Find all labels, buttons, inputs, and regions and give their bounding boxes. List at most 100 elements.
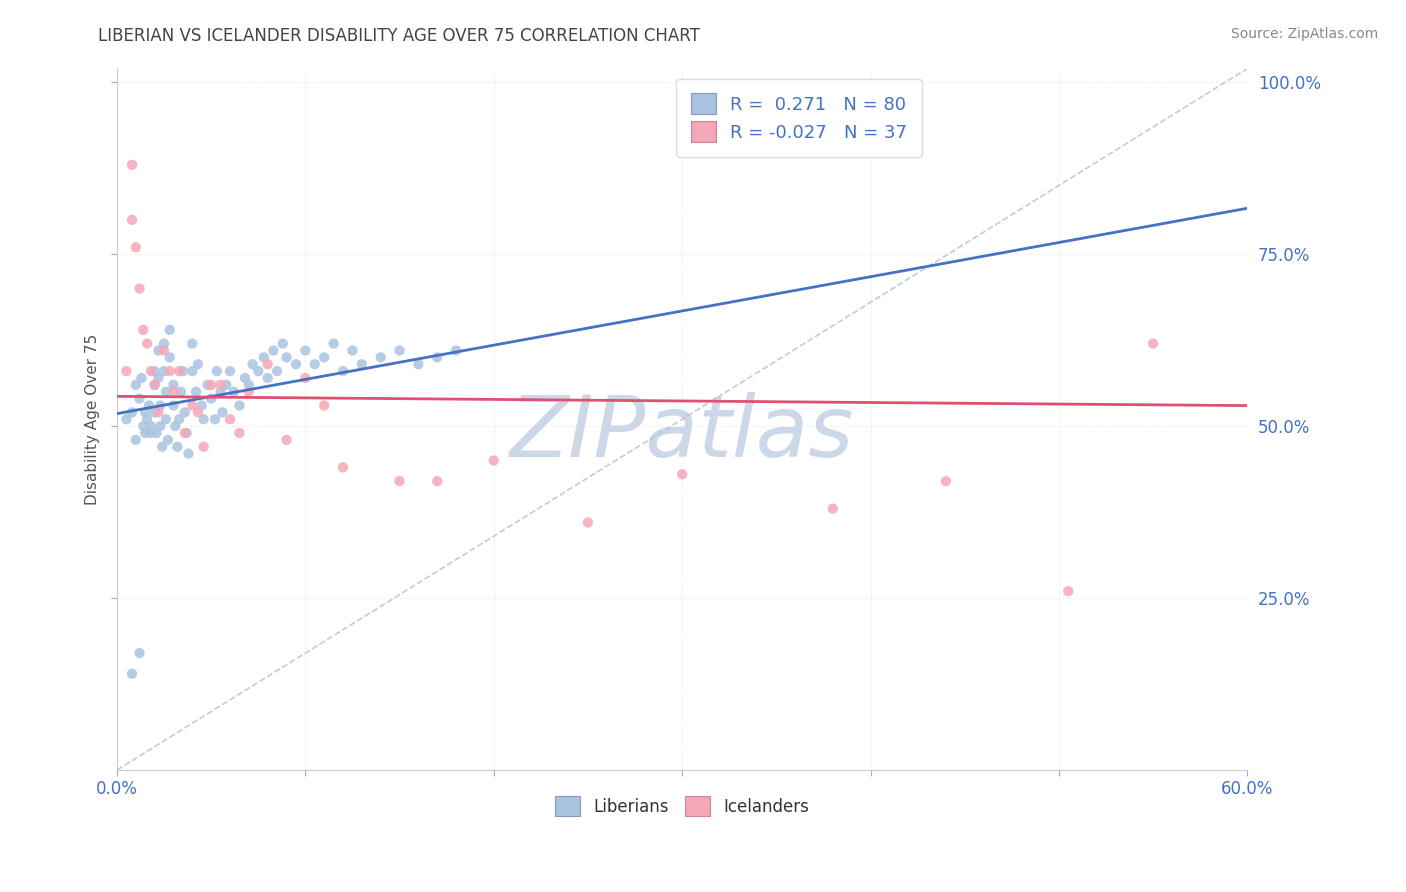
Point	[228, 399, 250, 413]
Point	[200, 392, 222, 406]
Point	[197, 377, 219, 392]
Point	[143, 405, 166, 419]
Point	[332, 364, 354, 378]
Point	[162, 399, 184, 413]
Point	[304, 357, 326, 371]
Point	[184, 384, 207, 399]
Point	[162, 384, 184, 399]
Point	[143, 364, 166, 378]
Point	[193, 440, 215, 454]
Point	[426, 474, 449, 488]
Point	[125, 240, 148, 254]
Point	[222, 384, 245, 399]
Point	[128, 392, 150, 406]
Point	[159, 364, 181, 378]
Point	[139, 425, 162, 440]
Legend: Liberians, Icelanders: Liberians, Icelanders	[547, 788, 818, 825]
Point	[166, 440, 188, 454]
Point	[271, 336, 294, 351]
Point	[145, 425, 167, 440]
Point	[262, 343, 284, 358]
Point	[134, 405, 156, 419]
Point	[242, 357, 264, 371]
Text: LIBERIAN VS ICELANDER DISABILITY AGE OVER 75 CORRELATION CHART: LIBERIAN VS ICELANDER DISABILITY AGE OVE…	[98, 27, 700, 45]
Point	[173, 425, 195, 440]
Point	[156, 433, 179, 447]
Point	[121, 666, 143, 681]
Point	[247, 364, 270, 378]
Point	[238, 377, 260, 392]
Point	[276, 433, 298, 447]
Point	[153, 364, 176, 378]
Point	[322, 336, 344, 351]
Point	[228, 425, 250, 440]
Point	[200, 377, 222, 392]
Point	[125, 377, 148, 392]
Point	[276, 351, 298, 365]
Point	[159, 323, 181, 337]
Point	[219, 364, 242, 378]
Point	[139, 364, 162, 378]
Point	[172, 364, 194, 378]
Point	[159, 351, 181, 365]
Point	[193, 412, 215, 426]
Point	[153, 343, 176, 358]
Point	[125, 433, 148, 447]
Point	[128, 646, 150, 660]
Point	[238, 384, 260, 399]
Point	[671, 467, 693, 482]
Point	[350, 357, 373, 371]
Point	[121, 212, 143, 227]
Point	[209, 377, 232, 392]
Point	[284, 357, 307, 371]
Point	[153, 336, 176, 351]
Point	[821, 501, 844, 516]
Point	[181, 399, 204, 413]
Point	[935, 474, 957, 488]
Point	[177, 447, 200, 461]
Point	[115, 412, 138, 426]
Point	[181, 336, 204, 351]
Point	[132, 323, 155, 337]
Point	[115, 364, 138, 378]
Point	[388, 474, 411, 488]
Point	[294, 343, 316, 358]
Point	[132, 419, 155, 434]
Point	[155, 412, 177, 426]
Point	[1057, 584, 1080, 599]
Point	[233, 371, 256, 385]
Point	[215, 377, 238, 392]
Point	[482, 453, 505, 467]
Point	[162, 377, 184, 392]
Point	[388, 343, 411, 358]
Point	[138, 399, 160, 413]
Point	[167, 364, 190, 378]
Point	[332, 460, 354, 475]
Point	[444, 343, 467, 358]
Point	[143, 377, 166, 392]
Point	[426, 351, 449, 365]
Point	[205, 364, 228, 378]
Point	[143, 377, 166, 392]
Point	[219, 412, 242, 426]
Point	[187, 405, 209, 419]
Point	[408, 357, 430, 371]
Point	[121, 405, 143, 419]
Point	[165, 419, 187, 434]
Point	[181, 364, 204, 378]
Point	[155, 384, 177, 399]
Point	[150, 440, 173, 454]
Point	[342, 343, 364, 358]
Point	[314, 351, 336, 365]
Point	[136, 336, 159, 351]
Point	[134, 425, 156, 440]
Point	[121, 158, 143, 172]
Text: Source: ZipAtlas.com: Source: ZipAtlas.com	[1230, 27, 1378, 41]
Point	[370, 351, 392, 365]
Point	[294, 371, 316, 385]
Point	[128, 282, 150, 296]
Point	[253, 351, 276, 365]
Point	[173, 405, 195, 419]
Point	[131, 371, 153, 385]
Point	[204, 412, 226, 426]
